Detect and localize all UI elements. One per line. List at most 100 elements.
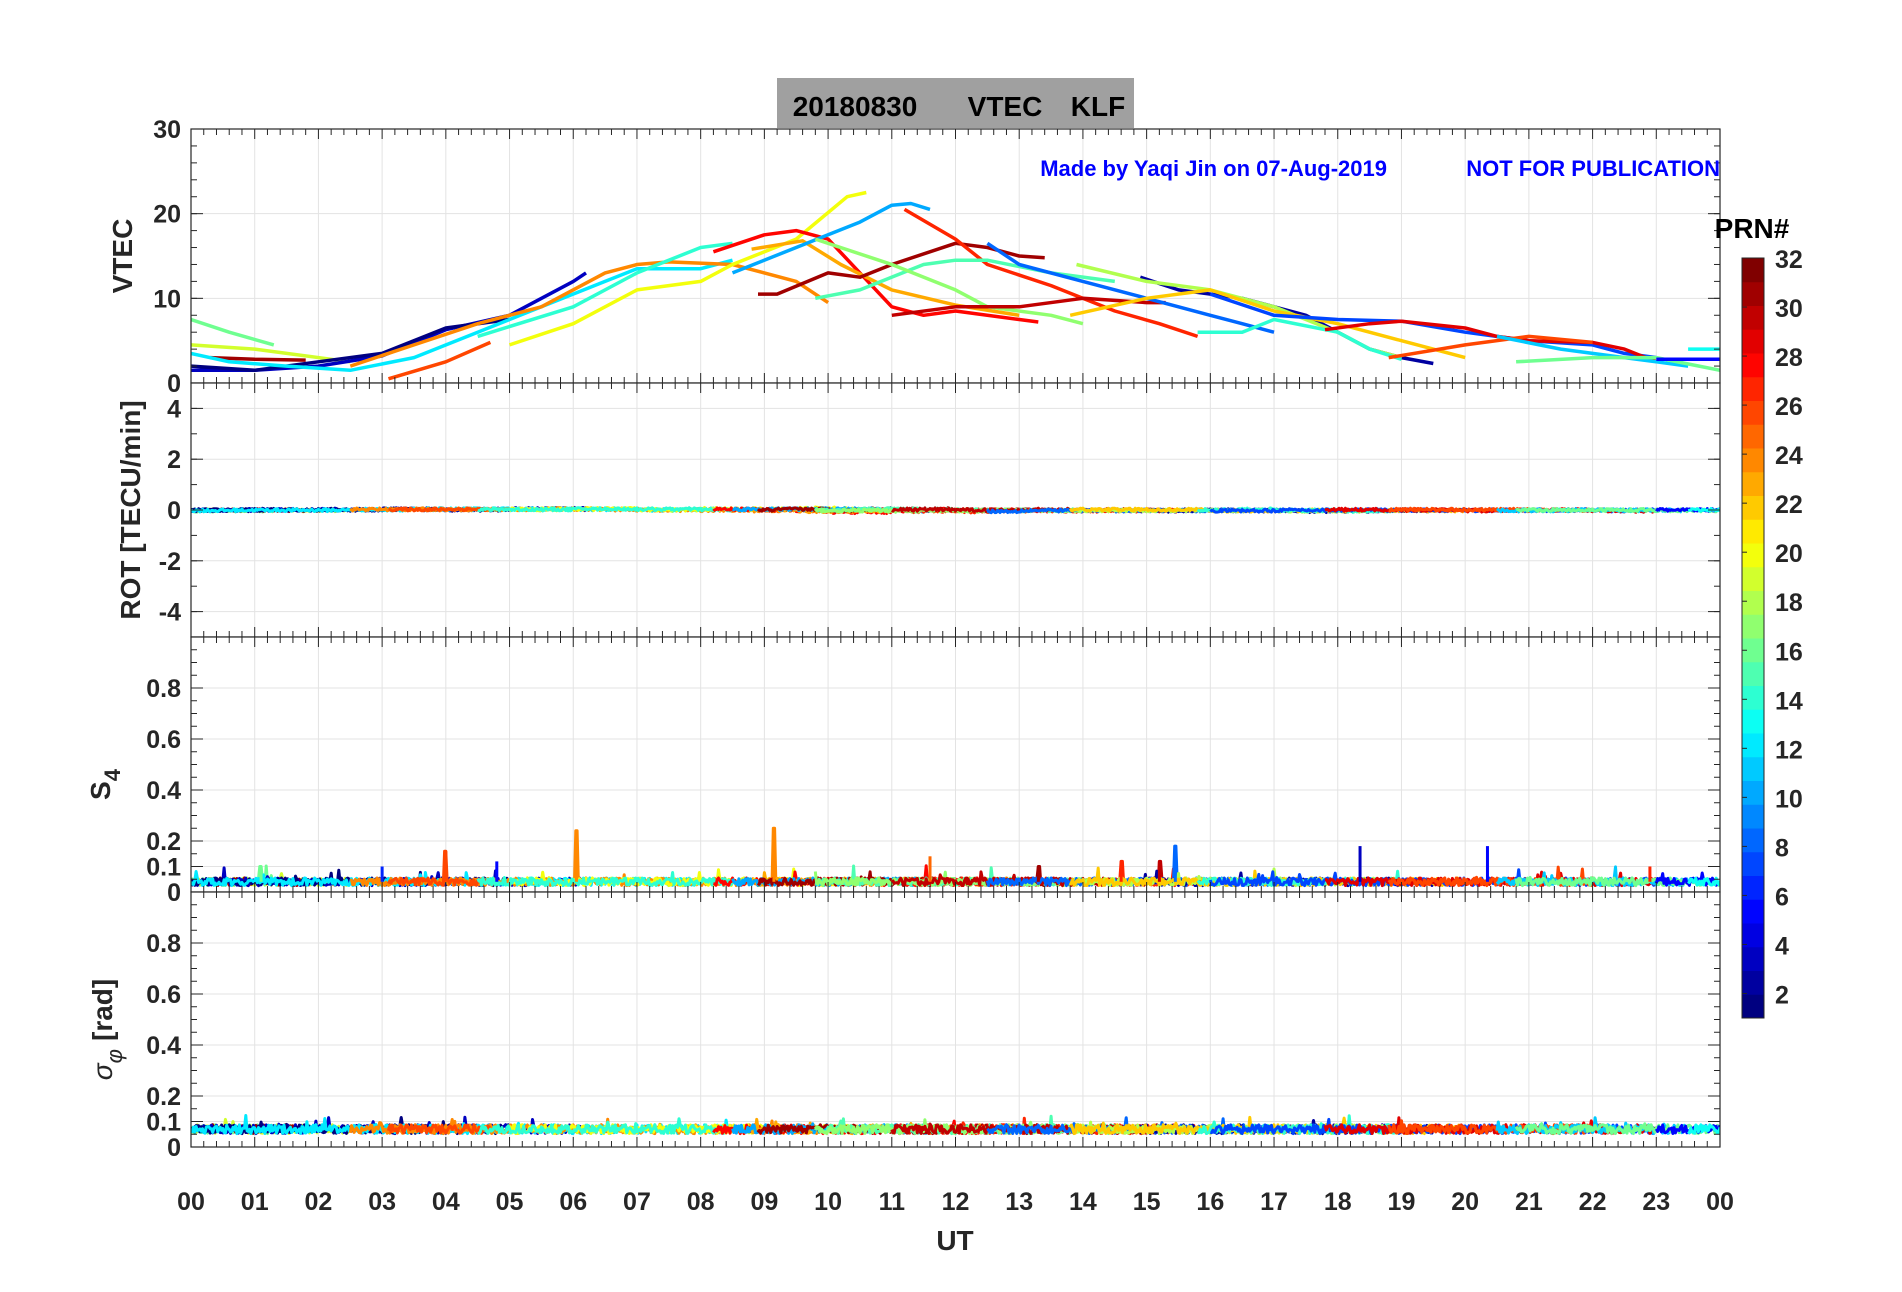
series-prn-10 — [731, 201, 931, 275]
series-prn-14 — [476, 871, 734, 888]
y-tick-label: 0 — [167, 1134, 181, 1162]
x-tick-label: 11 — [879, 1188, 906, 1216]
x-tick-label: 18 — [1324, 1188, 1352, 1216]
colorbar-segment-prn-26 — [1742, 400, 1764, 425]
y-tick-label: 0 — [167, 879, 181, 907]
colorbar-segment-prn-12 — [1742, 733, 1764, 758]
series-prn-19 — [191, 343, 351, 364]
series-prn-22 — [1069, 288, 1466, 360]
colorbar-segment-prn-7 — [1742, 851, 1764, 876]
colorbar-segment-prn-17 — [1742, 614, 1764, 639]
colorbar-segment-prn-21 — [1742, 519, 1764, 544]
y-tick-label: 0 — [167, 370, 181, 398]
colorbar-tick-label: 30 — [1775, 295, 1803, 323]
x-tick-label: 15 — [1133, 1188, 1161, 1216]
y-tick-label: 0.4 — [146, 1032, 181, 1060]
x-tick-label: 09 — [750, 1188, 778, 1216]
x-tick-label: 19 — [1388, 1188, 1416, 1216]
colorbar-segment-prn-22 — [1742, 495, 1764, 520]
colorbar-tick-label: 2 — [1775, 981, 1789, 1009]
series-prn-16 — [1516, 355, 1720, 373]
x-tick-label: 22 — [1579, 1188, 1607, 1216]
x-tick-label: 05 — [496, 1188, 524, 1216]
y-tick-label: 30 — [153, 116, 181, 144]
colorbar-segment-prn-25 — [1742, 424, 1764, 449]
y-tick-label: 0.4 — [146, 777, 181, 805]
panel-2: -4 -2 0 2 4 ROT [TECU/min] — [115, 382, 1721, 638]
colorbar-segment-prn-18 — [1742, 590, 1764, 615]
colorbar-segment-prn-13 — [1742, 709, 1764, 734]
series-prn-26 — [388, 506, 491, 513]
colorbar-tick-label: 12 — [1775, 736, 1803, 764]
colorbar-tick-label: 8 — [1775, 834, 1789, 862]
y-label-main: S — [85, 781, 116, 800]
series-prn-24 — [349, 260, 830, 368]
x-tick-label: 10 — [814, 1188, 842, 1216]
x-tick-label: 06 — [559, 1188, 587, 1216]
colorbar-segment-prn-31 — [1742, 281, 1764, 306]
series-prn-31 — [210, 355, 306, 362]
y-tick-label: 0.2 — [146, 1083, 181, 1111]
y-tick-label: 10 — [153, 285, 181, 313]
x-tick-label: 00 — [177, 1188, 205, 1216]
series-group — [191, 826, 1720, 888]
x-tick-label: 00 — [1706, 1188, 1734, 1216]
author-annotation: Made by Yaqi Jin on 07-Aug-2019 — [1040, 156, 1387, 181]
x-axis-label: UT — [936, 1225, 973, 1256]
colorbar-tick-label: 22 — [1775, 491, 1803, 519]
series-prn-13 — [1687, 1123, 1720, 1135]
y-tick-label: -4 — [159, 599, 181, 627]
colorbar-tick-label: 26 — [1775, 393, 1803, 421]
series-prn-20 — [508, 190, 867, 347]
series-prn-14 — [477, 506, 733, 513]
publication-note: NOT FOR PUBLICATION — [1466, 156, 1720, 181]
series-prn-26 — [387, 849, 492, 887]
colorbar-tick-label: 24 — [1775, 442, 1803, 470]
x-tick-label: 13 — [1005, 1188, 1033, 1216]
colorbar-segment-prn-5 — [1742, 899, 1764, 924]
series-prn-7 — [1209, 292, 1657, 360]
colorbar-segment-prn-10 — [1742, 780, 1764, 805]
title-quantity: VTEC — [968, 91, 1043, 122]
y-tick-label: 0 — [167, 497, 181, 525]
colorbar-segment-prn-24 — [1742, 448, 1764, 473]
series-prn-17 — [814, 237, 1084, 326]
colorbar-tick-label: 4 — [1775, 932, 1789, 960]
series-prn-1 — [191, 317, 510, 373]
series-prn-14 — [477, 1117, 734, 1135]
series-prn-26 — [388, 340, 492, 381]
y-label-subscript: 4 — [100, 768, 125, 781]
y-tick-label: 0.8 — [146, 675, 181, 703]
colorbar-segment-prn-3 — [1742, 946, 1764, 971]
y-axis-label: ROT [TECU/min] — [115, 400, 146, 619]
colorbar-tick-label: 14 — [1775, 687, 1803, 715]
series-group — [191, 1114, 1720, 1136]
colorbar-segment-prn-19 — [1742, 566, 1764, 591]
colorbar-tick-label: 10 — [1775, 785, 1803, 813]
y-tick-label: 4 — [167, 395, 181, 423]
colorbar-segment-prn-8 — [1742, 828, 1764, 853]
y-tick-label: 0.6 — [146, 726, 181, 754]
colorbar-tick-label: 18 — [1775, 589, 1803, 617]
x-tick-label: 04 — [432, 1188, 460, 1216]
series-prn-26 — [387, 1123, 492, 1135]
colorbar-segment-prn-23 — [1742, 471, 1764, 496]
y-tick-label: 0.1 — [146, 1109, 181, 1137]
series-prn-27 — [903, 207, 1199, 339]
x-tick-label: 20 — [1451, 1188, 1479, 1216]
x-tick-label: 07 — [623, 1188, 651, 1216]
colorbar-segment-prn-9 — [1742, 804, 1764, 829]
colorbar-segment-prn-20 — [1742, 543, 1764, 568]
x-tick-label: 23 — [1642, 1188, 1670, 1216]
x-tick-label: 02 — [305, 1188, 333, 1216]
colorbar-segment-prn-1 — [1742, 994, 1764, 1019]
colorbar-tick-label: 20 — [1775, 540, 1803, 568]
series-group — [191, 190, 1720, 381]
series-group — [191, 505, 1720, 515]
y-tick-label: 20 — [153, 201, 181, 229]
colorbar-tick-label: 32 — [1775, 246, 1803, 274]
y-tick-label: -2 — [159, 548, 181, 576]
y-tick-label: 0.6 — [146, 981, 181, 1009]
colorbar-segment-prn-2 — [1742, 970, 1764, 995]
